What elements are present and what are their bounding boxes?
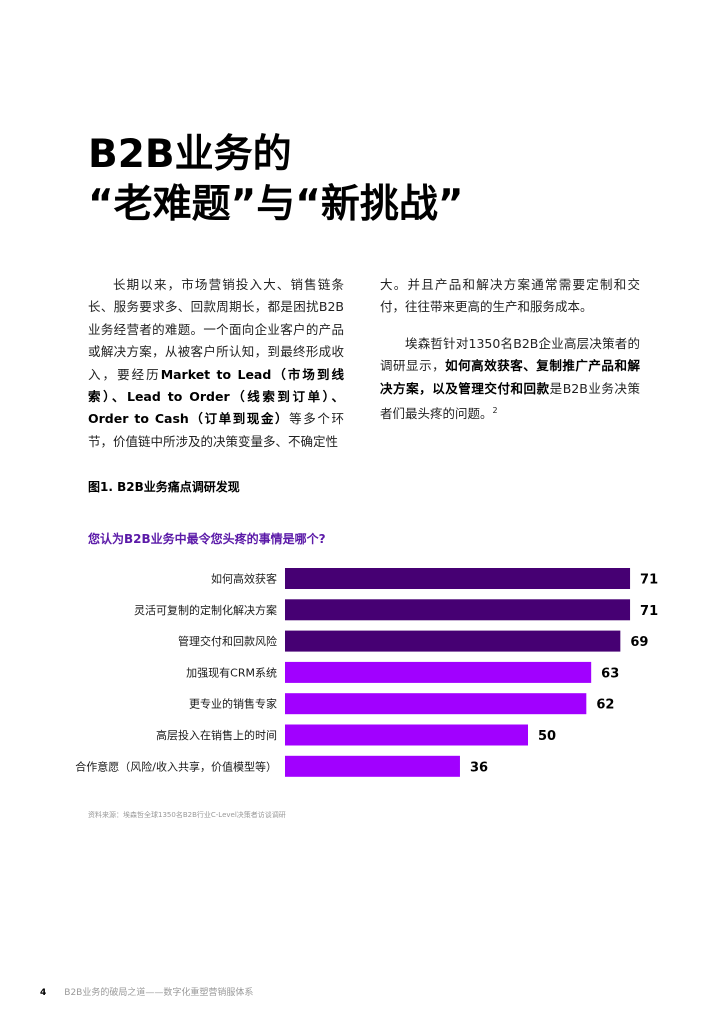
value-label: 62	[596, 698, 614, 713]
bar	[285, 630, 621, 652]
body-text-right: 大。并且产品和解决方案通常需要定制和交付，往往带来更高的生产和服务成本。 埃森哲…	[380, 274, 640, 426]
chart-title: 您认为B2B业务中最令您头疼的事情是哪个?	[88, 532, 326, 546]
bar	[285, 568, 631, 589]
page-number: 4	[40, 988, 47, 998]
value-label: 36	[470, 760, 488, 775]
figure-title: 图1. B2B业务痛点调研发现	[88, 480, 240, 494]
value-label: 63	[601, 666, 619, 681]
category-label: 灵活可复制的定制化解决方案	[134, 603, 277, 617]
bar-chart: 如何高效获客 71 灵活可复制的定制化解决方案 71 管理交付和回款风险 69 加强现有CR…	[75, 568, 658, 777]
footer-text: B2B业务的破局之道——数字化重塑营销服体系	[64, 988, 254, 998]
body-paragraph: 长期以来，市场营销投入大、销售链条长、服务要求多、回款周期长，都是困扰B2B业务…	[88, 274, 344, 453]
value-label: 50	[538, 729, 556, 744]
body-paragraph: 大。并且产品和解决方案通常需要定制和交付，往往带来更高的生产和服务成本。	[380, 277, 640, 315]
body-text: 埃森哲针对1350名B2B企业高层决策者的调研显示，	[380, 335, 640, 374]
value-label: 71	[640, 604, 658, 619]
category-label: 管理交付和回款风险	[178, 634, 277, 648]
category-label: 更专业的销售专家	[189, 697, 277, 711]
value-label: 71	[640, 573, 658, 588]
bar	[285, 693, 587, 715]
page-title-line2: “老难题”与“新挑战”	[88, 182, 464, 227]
bar	[285, 599, 631, 621]
category-label: 如何高效获客	[211, 572, 277, 586]
source-note: 资料来源：埃森哲全球1350名B2B行业C-Level决策者访谈调研	[88, 811, 286, 819]
body-text: 是B2B业务决策者们最头疼的问题。	[380, 380, 640, 422]
body-text-left: 长期以来，市场营销投入大、销售链条长、服务要求多、回款周期长，都是困扰B2B业务…	[88, 274, 344, 453]
bar	[285, 755, 460, 777]
page-title-line1: B2B业务的	[88, 132, 292, 177]
value-label: 69	[630, 635, 648, 650]
body-text: 长期以来，市场营销投入大、销售链条长、服务要求多、回款周期长，都是困扰B2B业务…	[88, 277, 344, 382]
body-bold-text: Market to Lead（市场到线索）、Lead to Order（线索到订…	[88, 366, 344, 427]
body-paragraph: 埃森哲针对1350名B2B企业高层决策者的调研显示，如何高效获客、复制推广产品和…	[380, 333, 640, 426]
page-footer: 4 B2B业务的破局之道——数字化重塑营销服体系	[40, 985, 253, 998]
body-text: 等多个环节，价值链中所涉及的决策变量多、不确定性	[88, 411, 344, 449]
category-label: 加强现有CRM系统	[186, 665, 277, 679]
category-label: 高层投入在销售上的时间	[156, 728, 277, 742]
category-label: 合作意愿（风险/收入共享，价值模型等）	[75, 759, 277, 773]
bar	[285, 724, 528, 746]
footnote-ref: 2	[492, 406, 498, 416]
body-bold-text: 如何高效获客、复制推广产品和解决方案，以及管理交付和回款	[380, 358, 640, 396]
bar	[285, 661, 592, 683]
page-title: B2B业务的 “老难题”与“新挑战”	[88, 130, 464, 230]
